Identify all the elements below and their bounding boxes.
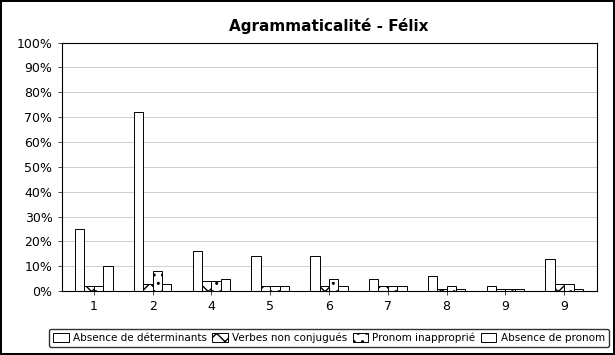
Bar (369, 279, 378, 291)
Bar (103, 266, 113, 291)
Bar (143, 284, 153, 291)
Bar (446, 286, 456, 291)
Bar (261, 286, 270, 291)
Bar (564, 284, 574, 291)
Bar (515, 289, 524, 291)
Bar (456, 289, 466, 291)
Bar (320, 286, 329, 291)
Bar (84, 286, 94, 291)
Bar (338, 286, 348, 291)
Bar (310, 256, 320, 291)
Legend: Absence de déterminants, Verbes non conjugués, Pronom inapproprié, Absence de pr: Absence de déterminants, Verbes non conj… (49, 329, 609, 348)
Bar (546, 259, 555, 291)
Bar (280, 286, 289, 291)
Bar (397, 286, 407, 291)
Bar (270, 286, 280, 291)
Title: Agrammaticalité - Félix: Agrammaticalité - Félix (229, 18, 429, 34)
Bar (94, 286, 103, 291)
Bar (134, 112, 143, 291)
Bar (162, 284, 172, 291)
Bar (574, 289, 583, 291)
Bar (221, 279, 230, 291)
Bar (496, 289, 506, 291)
Bar (202, 281, 212, 291)
Bar (192, 251, 202, 291)
Bar (506, 289, 515, 291)
Bar (555, 284, 564, 291)
Bar (388, 286, 397, 291)
Bar (329, 279, 338, 291)
Bar (252, 256, 261, 291)
Bar (378, 286, 388, 291)
Bar (153, 271, 162, 291)
Bar (437, 289, 446, 291)
Bar (212, 281, 221, 291)
Bar (486, 286, 496, 291)
Bar (75, 229, 84, 291)
Bar (428, 276, 437, 291)
